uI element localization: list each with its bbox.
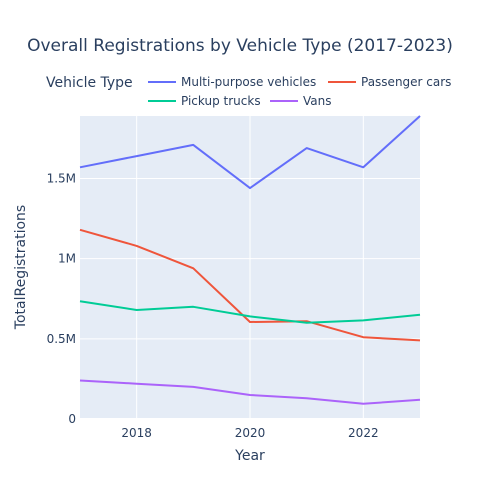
y-tick-label: 1.5M [47,172,76,186]
legend-title: Vehicle Type [46,75,133,91]
series-lines [79,115,421,405]
x-tick-label: 2018 [121,426,152,440]
legend-label-1[interactable]: Passenger cars [361,75,451,89]
axis-ticks: 2018 2020 2022 0 0.5M 1M 1.5M [47,172,379,440]
y-tick-label: 1M [58,252,76,266]
y-tick-label: 0 [68,412,76,426]
series-line-1 [79,228,421,342]
legend-label-2[interactable]: Pickup trucks [181,94,261,108]
series-line-3 [79,379,421,405]
y-tick-label: 0.5M [47,332,76,346]
grid-lines [80,116,420,420]
x-tick-label: 2020 [235,426,266,440]
series-line-2 [79,300,421,324]
legend-label-0[interactable]: Multi-purpose vehicles [181,75,316,89]
chart-title: Overall Registrations by Vehicle Type (2… [27,36,453,56]
legend-label-3[interactable]: Vans [303,94,332,108]
legend: Vehicle Type Multi-purpose vehicles Passe… [46,75,451,108]
x-axis-label: Year [234,448,265,464]
series-line-0 [79,115,421,190]
x-tick-label: 2022 [348,426,379,440]
y-axis-label: TotalRegistrations [13,205,29,330]
